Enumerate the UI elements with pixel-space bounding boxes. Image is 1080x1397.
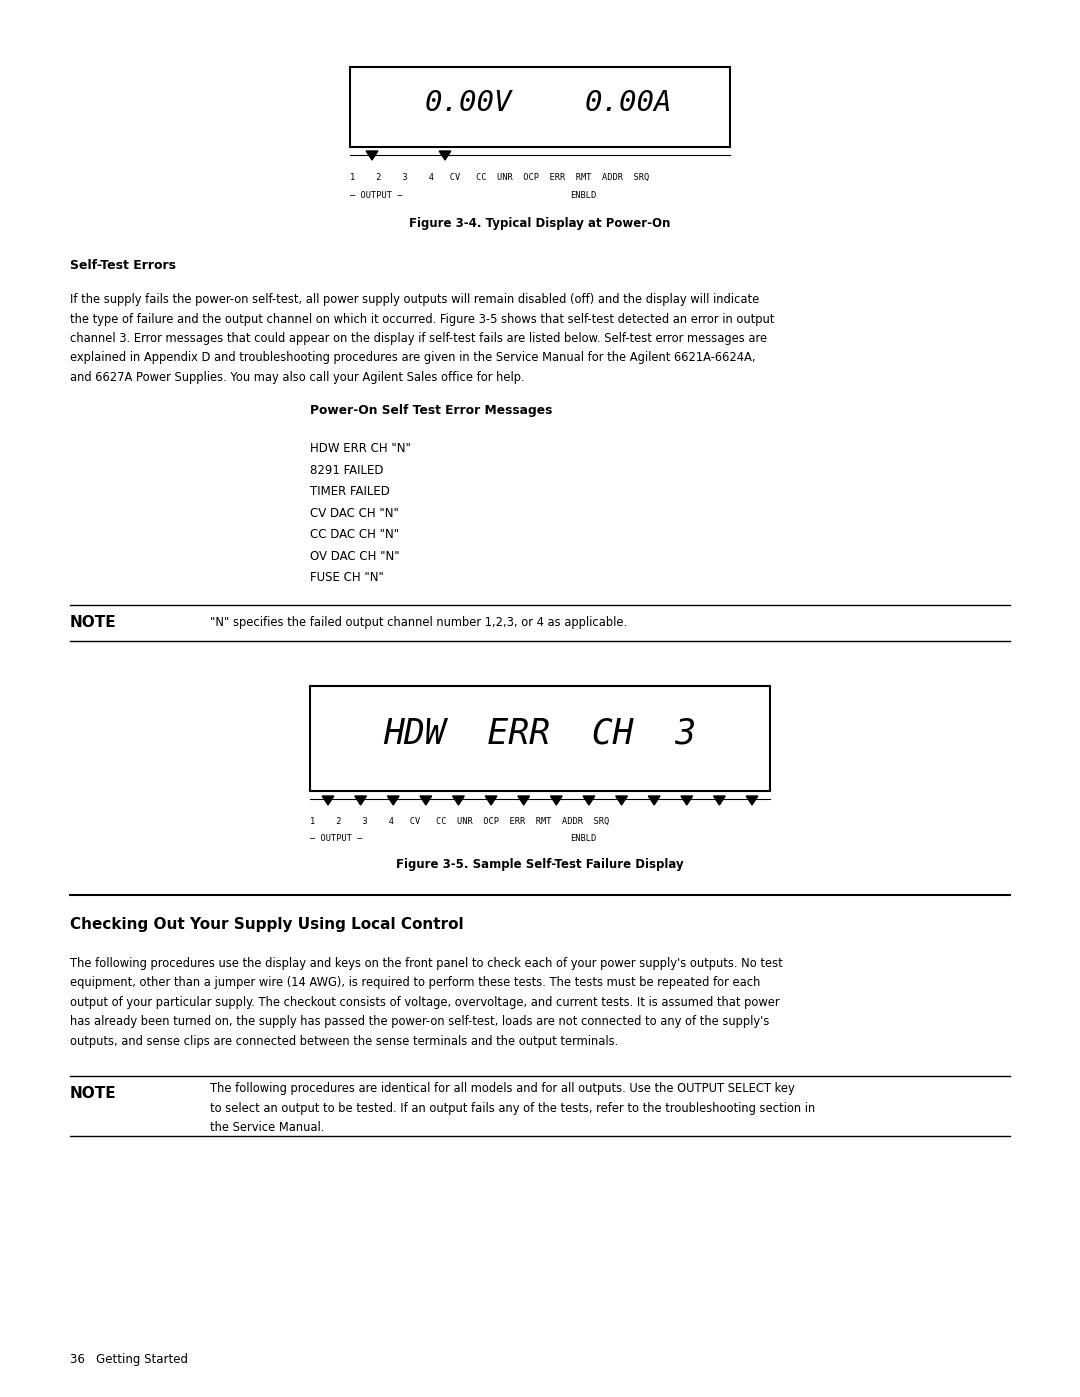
Text: 1    2    3    4   CV   CC  UNR  OCP  ERR  RMT  ADDR  SRQ: 1 2 3 4 CV CC UNR OCP ERR RMT ADDR SRQ (310, 816, 609, 826)
Text: HDW ERR CH "N": HDW ERR CH "N" (310, 443, 410, 455)
Polygon shape (714, 796, 726, 805)
Text: CV DAC CH "N": CV DAC CH "N" (310, 507, 399, 520)
Text: 0.00A: 0.00A (584, 89, 672, 117)
Text: output of your particular supply. The checkout consists of voltage, overvoltage,: output of your particular supply. The ch… (70, 996, 780, 1009)
Polygon shape (388, 796, 400, 805)
Text: equipment, other than a jumper wire (14 AWG), is required to perform these tests: equipment, other than a jumper wire (14 … (70, 977, 760, 989)
Polygon shape (485, 796, 497, 805)
Polygon shape (366, 151, 378, 161)
Text: FUSE CH "N": FUSE CH "N" (310, 571, 383, 584)
Text: Figure 3-5. Sample Self-Test Failure Display: Figure 3-5. Sample Self-Test Failure Dis… (396, 859, 684, 872)
FancyBboxPatch shape (350, 67, 730, 147)
Text: Figure 3-4. Typical Display at Power-On: Figure 3-4. Typical Display at Power-On (409, 217, 671, 229)
Polygon shape (746, 796, 758, 805)
Text: channel 3. Error messages that could appear on the display if self-test fails ar: channel 3. Error messages that could app… (70, 332, 767, 345)
Text: "N" specifies the failed output channel number 1,2,3, or 4 as applicable.: "N" specifies the failed output channel … (210, 616, 627, 630)
Polygon shape (322, 796, 334, 805)
Text: Self-Test Errors: Self-Test Errors (70, 258, 176, 271)
Text: 1    2    3    4   CV   CC  UNR  OCP  ERR  RMT  ADDR  SRQ: 1 2 3 4 CV CC UNR OCP ERR RMT ADDR SRQ (350, 172, 649, 182)
Text: If the supply fails the power-on self-test, all power supply outputs will remain: If the supply fails the power-on self-te… (70, 293, 759, 306)
Polygon shape (354, 796, 366, 805)
Text: The following procedures are identical for all models and for all outputs. Use t: The following procedures are identical f… (210, 1083, 795, 1095)
Text: The following procedures use the display and keys on the front panel to check ea: The following procedures use the display… (70, 957, 783, 970)
Text: HDW  ERR  CH  3: HDW ERR CH 3 (383, 717, 697, 750)
Text: to select an output to be tested. If an output fails any of the tests, refer to : to select an output to be tested. If an … (210, 1102, 815, 1115)
Text: — OUTPUT —: — OUTPUT — (350, 190, 403, 200)
Polygon shape (583, 796, 595, 805)
Polygon shape (440, 151, 450, 161)
Text: NOTE: NOTE (70, 616, 117, 630)
Text: TIMER FAILED: TIMER FAILED (310, 486, 390, 499)
Text: CC DAC CH "N": CC DAC CH "N" (310, 528, 400, 542)
Text: 8291 FAILED: 8291 FAILED (310, 464, 383, 476)
Polygon shape (648, 796, 660, 805)
Text: has already been turned on, the supply has passed the power-on self-test, loads : has already been turned on, the supply h… (70, 1016, 769, 1028)
Text: ENBLD: ENBLD (570, 190, 596, 200)
Text: 0.00V: 0.00V (424, 89, 512, 117)
Text: and 6627A Power Supplies. You may also call your Agilent Sales office for help.: and 6627A Power Supplies. You may also c… (70, 372, 525, 384)
FancyBboxPatch shape (310, 686, 770, 791)
Text: the Service Manual.: the Service Manual. (210, 1122, 324, 1134)
Text: outputs, and sense clips are connected between the sense terminals and the outpu: outputs, and sense clips are connected b… (70, 1035, 618, 1048)
Text: NOTE: NOTE (70, 1087, 117, 1101)
Polygon shape (616, 796, 627, 805)
Text: OV DAC CH "N": OV DAC CH "N" (310, 550, 400, 563)
Polygon shape (453, 796, 464, 805)
Text: ENBLD: ENBLD (570, 834, 596, 844)
Text: Power-On Self Test Error Messages: Power-On Self Test Error Messages (310, 404, 552, 416)
Text: — OUTPUT —: — OUTPUT — (310, 834, 363, 844)
Polygon shape (517, 796, 529, 805)
Text: Checking Out Your Supply Using Local Control: Checking Out Your Supply Using Local Con… (70, 918, 463, 933)
Polygon shape (551, 796, 563, 805)
Polygon shape (420, 796, 432, 805)
Text: explained in Appendix D and troubleshooting procedures are given in the Service : explained in Appendix D and troubleshoot… (70, 352, 756, 365)
Text: 36   Getting Started: 36 Getting Started (70, 1352, 188, 1365)
Polygon shape (680, 796, 692, 805)
Text: the type of failure and the output channel on which it occurred. Figure 3-5 show: the type of failure and the output chann… (70, 313, 774, 326)
